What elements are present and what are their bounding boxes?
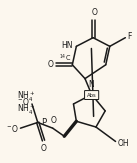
Text: HN: HN: [61, 41, 72, 50]
Text: O: O: [48, 60, 54, 69]
Text: NH$_4^+$: NH$_4^+$: [17, 103, 35, 117]
Text: P: P: [41, 118, 46, 127]
Text: $^{14}$C: $^{14}$C: [59, 52, 71, 64]
Text: O: O: [41, 144, 46, 153]
FancyBboxPatch shape: [85, 91, 99, 100]
Text: N: N: [88, 80, 94, 89]
Text: O: O: [92, 8, 97, 17]
Text: $^-$O: $^-$O: [5, 123, 19, 134]
Text: NH$_4^+$: NH$_4^+$: [17, 90, 35, 104]
Text: F: F: [127, 32, 132, 41]
Text: Abs: Abs: [87, 93, 96, 97]
Text: O: O: [51, 116, 57, 125]
Text: OH: OH: [118, 139, 129, 148]
Text: $^-$O: $^-$O: [16, 96, 31, 107]
